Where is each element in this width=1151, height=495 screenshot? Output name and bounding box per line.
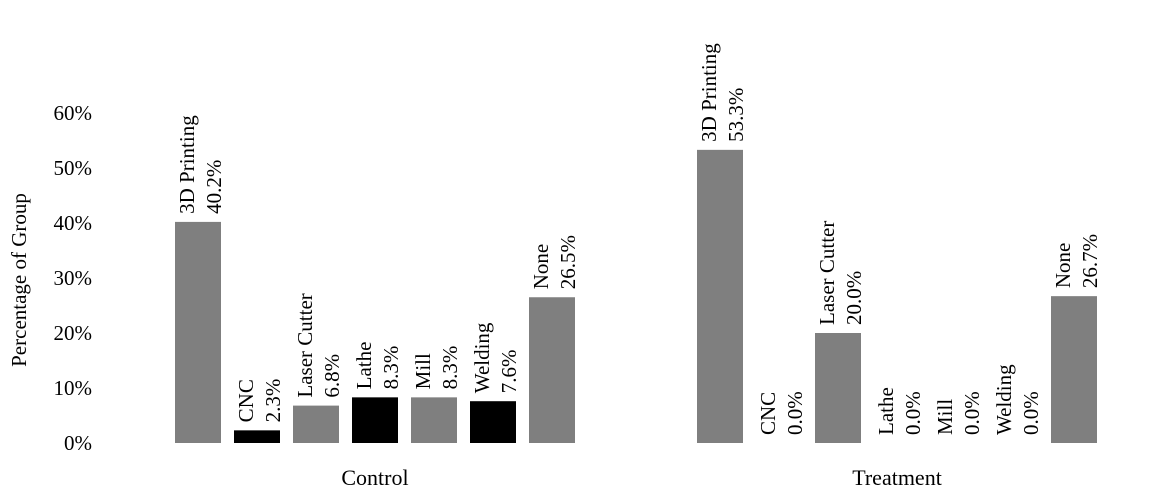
data-labels: 3D Printing 40.2%CNC 2.3%Laser Cutter 6.8% L… [175,43,1102,435]
data-label-item: 3D Printing [697,43,721,142]
data-label: 3D Printing 40.2% [175,115,226,214]
data-label-item: Mill [411,353,435,389]
data-label: 3D Printing 53.3% [697,43,748,142]
y-axis-title: Percentage of Group [7,193,31,367]
data-label-item: CNC [756,392,780,435]
data-label-value: 53.3% [724,88,748,142]
data-label-item: Laser Cutter [293,293,317,397]
bars [175,149,1097,443]
data-label: Welding 7.6% [470,322,521,393]
bar [697,149,743,443]
data-label-value: 26.7% [1078,234,1102,288]
data-label: Laser Cutter 6.8% [293,293,344,397]
data-label-value: 40.2% [202,160,226,214]
y-tick-label: 30% [54,266,93,290]
data-label: None 26.7% [1051,234,1102,288]
data-label-value: 0.0% [1019,391,1043,435]
data-label-value: 0.0% [960,391,984,435]
data-label-item: CNC [234,379,258,422]
data-label-value: 0.0% [901,391,925,435]
bar [470,401,516,443]
data-label: Lathe 0.0% [874,387,925,435]
data-label-item: 3D Printing [175,115,199,214]
category-label: Treatment [852,465,942,490]
data-label-item: Mill [933,399,957,435]
data-label: CNC 2.3% [234,379,285,423]
bar [293,405,339,443]
y-tick-label: 50% [54,156,93,180]
data-label: Mill 8.3% [411,346,462,390]
data-label: Laser Cutter 20.0% [815,221,866,325]
data-label: None 26.5% [529,235,580,289]
bar [815,333,861,443]
data-label-item: Laser Cutter [815,221,839,325]
data-label-value: 8.3% [438,346,462,390]
y-tick-label: 10% [54,376,93,400]
bar [234,430,280,443]
data-label-item: Lathe [352,342,376,390]
data-label-value: 20.0% [842,271,866,325]
y-tick-label: 60% [54,101,93,125]
data-label-item: Welding [470,322,494,393]
data-label: Welding 0.0% [992,364,1043,435]
data-label: CNC 0.0% [756,391,807,435]
data-label-item: Lathe [874,387,898,435]
data-label-value: 0.0% [783,391,807,435]
data-label-value: 8.3% [379,346,403,390]
bar [352,397,398,443]
bar [1051,296,1097,443]
y-axis-ticks: 0% 10% 20% 30% 40% 50% 60% [54,101,93,455]
data-label: Mill 0.0% [933,391,984,435]
category-labels: Control Treatment [341,465,941,490]
y-tick-label: 40% [54,211,93,235]
y-tick-label: 0% [64,431,92,455]
data-label-item: None [1051,243,1075,289]
data-label-item: None [529,244,553,290]
bar [529,297,575,443]
data-label-value: 2.3% [261,379,285,423]
data-label-value: 7.6% [497,349,521,393]
data-label: Lathe 8.3% [352,342,403,390]
bar [411,397,457,443]
data-label-value: 6.8% [320,354,344,398]
category-label: Control [341,465,408,490]
data-label-value: 26.5% [556,235,580,289]
y-tick-label: 20% [54,321,93,345]
bar [175,221,221,443]
data-label-item: Welding [992,364,1016,435]
